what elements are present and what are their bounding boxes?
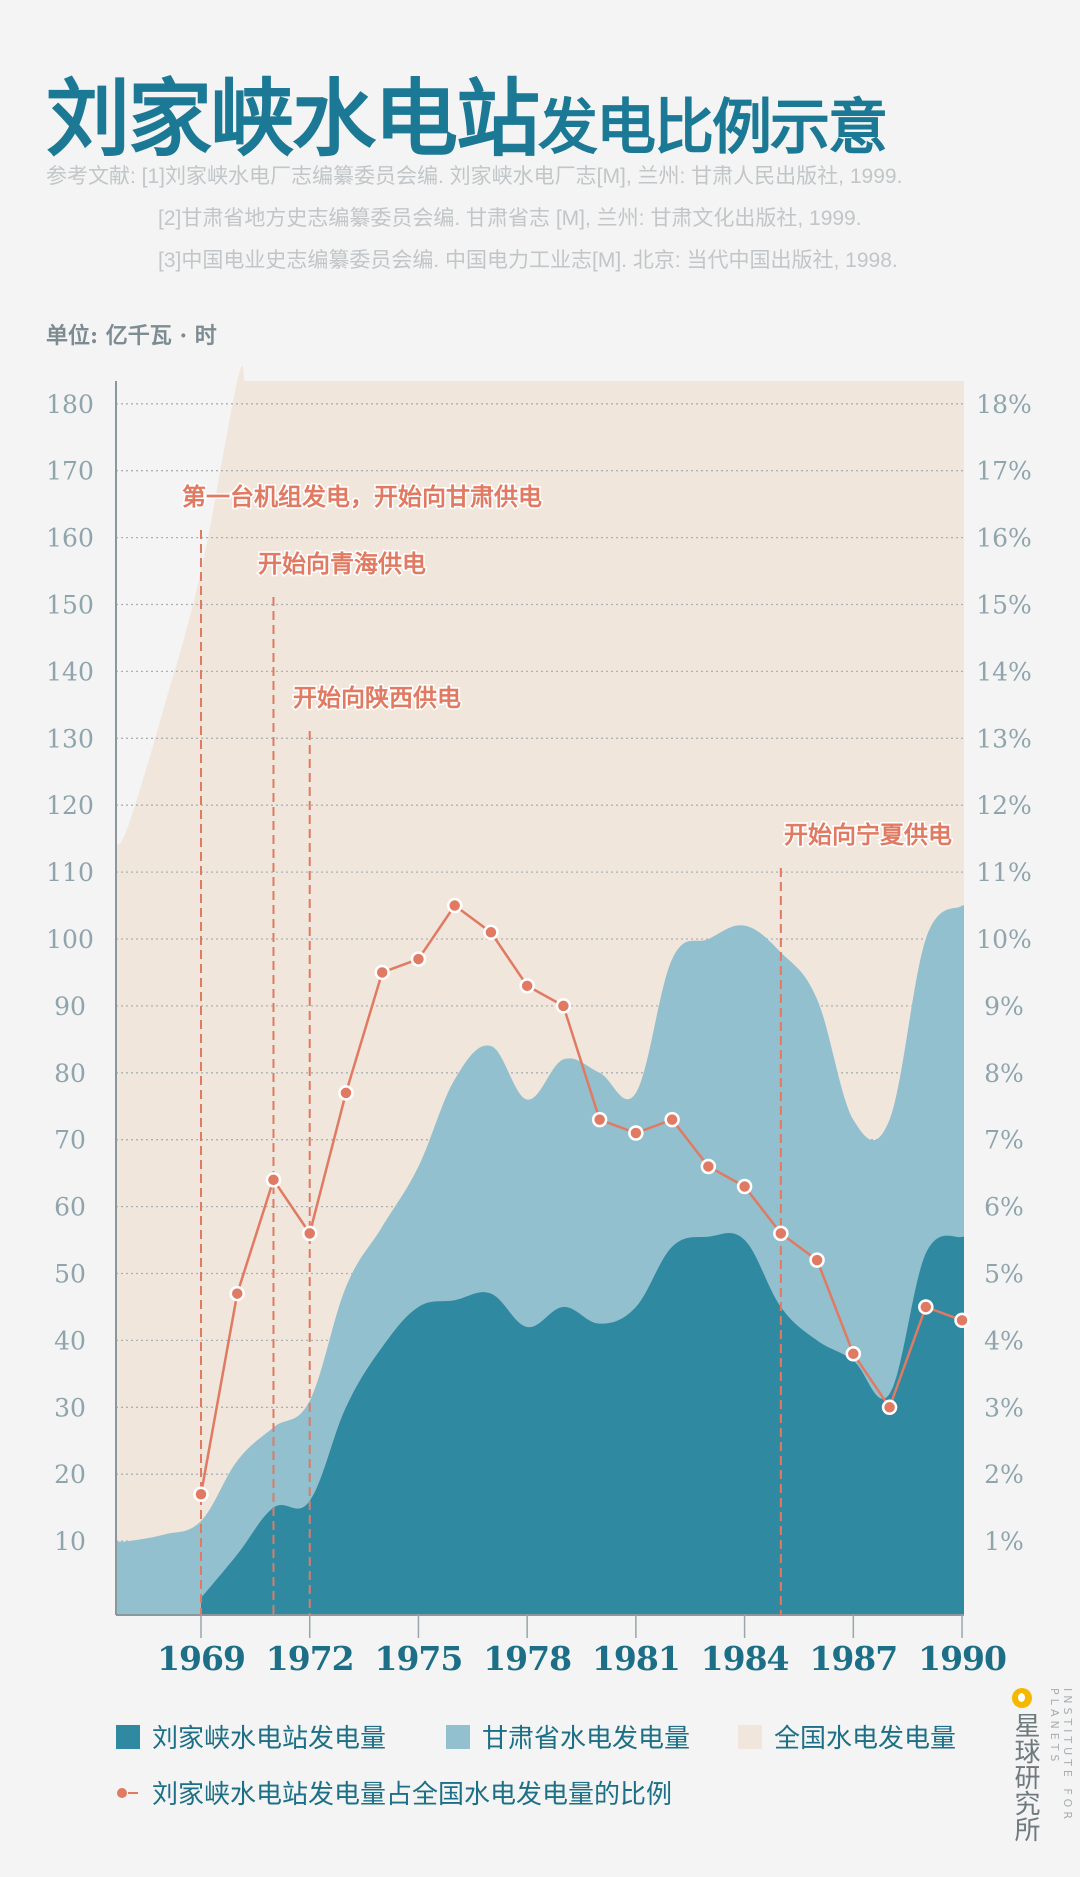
ratio-point: [519, 978, 535, 994]
legend-label: 甘肃省水电发电量: [482, 1724, 691, 1754]
y2-tick-label: 1%: [984, 1527, 1024, 1556]
y2-tick-label: 13%: [976, 724, 1032, 753]
logo-text: 星球研究所: [1010, 1712, 1040, 1842]
ratio-line: [199, 903, 963, 1495]
y-tick-label: 140: [46, 657, 94, 686]
logo: 星球研究所 INSTITUTE FOR PLANETS: [1010, 1688, 1074, 1842]
title-main: 刘家峡水电站: [46, 69, 540, 168]
y2-tick-label: 3%: [984, 1393, 1024, 1422]
y-tick-label: 90: [54, 992, 86, 1021]
annotation-label: 第一台机组发电，开始向甘肃供电: [182, 482, 542, 511]
y-tick-label: 80: [54, 1059, 86, 1088]
ratio-point: [700, 1158, 717, 1175]
legend-swatch: [116, 1724, 140, 1749]
y-tick-label: 60: [54, 1193, 86, 1222]
legend-label: 刘家峡水电站发电量: [152, 1724, 387, 1754]
y-tick-label: 30: [54, 1393, 86, 1422]
y2-tick-label: 18%: [976, 390, 1032, 419]
y2-tick-label: 8%: [984, 1059, 1024, 1088]
y-tick-label: 160: [46, 524, 94, 553]
legend-item-ratio: 刘家峡水电站发电量占全国水电发电量的比例: [116, 1774, 672, 1811]
y-tick-label: 50: [54, 1260, 86, 1289]
y2-tick-label: 9%: [984, 992, 1024, 1021]
ratio-point: [265, 1172, 282, 1188]
x-tick-label: 1975: [375, 1639, 463, 1678]
legend-swatch: [446, 1724, 470, 1749]
ratio-point: [918, 1299, 934, 1315]
y2-tick-label: 16%: [976, 524, 1032, 553]
y-tick-label: 100: [46, 925, 94, 954]
area-liujiaxia: [201, 1233, 964, 1615]
x-tick-label: 1984: [701, 1639, 789, 1678]
y2-tick-label: 4%: [984, 1326, 1024, 1355]
y-tick-label: 40: [54, 1326, 86, 1355]
page-title: 刘家峡水电站发电比例示意: [46, 52, 888, 173]
unit-label: 单位: 亿千瓦 · 时: [46, 323, 217, 349]
ratio-point: [736, 1178, 753, 1195]
y2-tick-label: 5%: [984, 1260, 1024, 1289]
ratio-point: [446, 897, 463, 914]
ratio-point: [193, 1486, 209, 1503]
x-tick-label: 1990: [918, 1639, 1006, 1678]
y2-tick-label: 11%: [976, 858, 1032, 887]
ratio-point: [845, 1346, 862, 1362]
y-tick-label: 150: [46, 591, 94, 620]
legend-swatch: [738, 1724, 762, 1749]
x-tick-label: 1969: [157, 1639, 245, 1678]
y2-tick-label: 6%: [984, 1193, 1024, 1222]
ratio-point: [410, 951, 427, 967]
ratio-point: [809, 1252, 825, 1268]
y-tick-label: 170: [46, 457, 94, 486]
legend-line-marker: [117, 1787, 138, 1798]
y-tick-label: 70: [54, 1126, 86, 1155]
y2-tick-label: 2%: [984, 1460, 1024, 1489]
legend-item-gansu: 甘肃省水电发电量: [446, 1718, 690, 1755]
annotation-label: 开始向青海供电: [258, 549, 426, 578]
y-tick-label: 180: [46, 390, 94, 419]
ratio-point: [773, 1225, 789, 1242]
references: 参考文献: [1]刘家峡水电厂志编纂委员会编. 刘家峡水电厂志[M], 兰州: …: [46, 156, 902, 282]
ratio-point: [229, 1285, 245, 1302]
ratio-point: [954, 1312, 970, 1329]
y-tick-label: 120: [46, 791, 94, 820]
ratio-point: [664, 1111, 680, 1128]
title-sub: 发电比例示意: [538, 93, 888, 163]
y-tick-label: 10: [54, 1527, 86, 1556]
reference-2: [2]甘肃省地方史志编纂委员会编. 甘肃省志 [M], 兰州: 甘肃文化出版社,…: [158, 207, 862, 230]
ratio-point: [555, 998, 572, 1014]
y2-tick-label: 10%: [976, 925, 1032, 954]
logo-en-text: INSTITUTE FOR PLANETS: [1048, 1688, 1074, 1823]
logo-icon: [1012, 1688, 1032, 1708]
x-tick-label: 1987: [809, 1639, 897, 1678]
ratio-point: [338, 1085, 354, 1101]
annotation-label: 开始向陕西供电: [293, 683, 461, 712]
y-tick-label: 20: [54, 1460, 86, 1489]
ratio-point: [301, 1225, 318, 1242]
legend-label: 刘家峡水电站发电量占全国水电发电量的比例: [152, 1780, 673, 1810]
ratio-point: [483, 924, 499, 941]
ratio-point: [628, 1125, 644, 1141]
reference-3: [3]中国电业史志编纂委员会编. 中国电力工业志[M]. 北京: 当代中国出版社…: [158, 249, 898, 272]
x-tick-label: 1972: [266, 1639, 354, 1678]
ratio-point: [881, 1399, 898, 1416]
x-tick-label: 1978: [483, 1639, 571, 1678]
y-tick-label: 110: [46, 858, 94, 887]
x-tick-label: 1981: [592, 1639, 680, 1678]
ratio-point: [374, 964, 390, 981]
y2-tick-label: 17%: [976, 457, 1032, 486]
y2-tick-label: 15%: [976, 591, 1032, 620]
y-tick-label: 130: [46, 724, 94, 753]
y2-tick-label: 12%: [976, 791, 1032, 820]
legend-item-liujiaxia: 刘家峡水电站发电量: [116, 1718, 386, 1755]
legend-item-national: 全国水电发电量: [738, 1718, 956, 1755]
ratio-point: [591, 1111, 608, 1128]
annotation-label: 开始向宁夏供电: [784, 820, 952, 849]
reference-1: 参考文献: [1]刘家峡水电厂志编纂委员会编. 刘家峡水电厂志[M], 兰州: …: [46, 165, 903, 188]
legend-label: 全国水电发电量: [774, 1724, 957, 1754]
y2-tick-label: 7%: [984, 1126, 1024, 1155]
y2-tick-label: 14%: [976, 657, 1032, 686]
